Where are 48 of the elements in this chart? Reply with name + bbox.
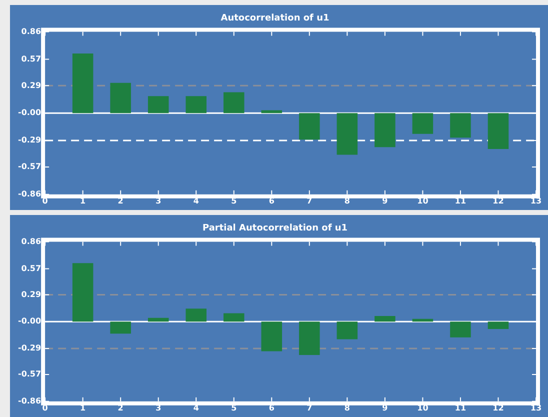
y-tick-label: 0.29	[21, 80, 42, 90]
bar	[148, 96, 169, 114]
bar	[299, 322, 320, 356]
x-tick-label: 6	[268, 196, 275, 206]
bar	[488, 113, 509, 150]
y-tick-label: -0.86	[18, 189, 42, 198]
x-tick-label: 9	[382, 196, 388, 206]
y-tick-label: -0.86	[18, 396, 42, 406]
x-tick-label: 10	[417, 403, 429, 412]
y-tick-label: -0.57	[18, 162, 42, 172]
y-tick-label: 0.57	[21, 54, 42, 64]
x-tick-label: 0	[42, 403, 48, 412]
bar	[374, 113, 396, 148]
y-tick-label: 0.29	[21, 290, 42, 299]
y-tick-label: 0.57	[21, 264, 42, 273]
x-tick-label: 0	[42, 196, 48, 206]
y-tick-label: -0.29	[18, 344, 42, 353]
x-tick-label: 6	[268, 403, 275, 412]
bar	[261, 322, 282, 352]
bar	[186, 96, 207, 114]
bar	[148, 318, 169, 322]
bar	[299, 113, 320, 140]
bar	[412, 113, 434, 134]
x-tick-label: 8	[344, 403, 350, 412]
bar	[488, 322, 509, 330]
bar	[186, 308, 207, 322]
chart-title: Autocorrelation of u1	[220, 14, 330, 24]
y-tick-label: -0.00	[18, 316, 42, 326]
bar	[223, 92, 244, 114]
bar	[450, 113, 471, 138]
bar	[110, 322, 131, 334]
bar	[110, 82, 131, 114]
x-tick-label: 8	[344, 196, 350, 206]
y-tick-label: 0.86	[21, 26, 42, 36]
y-tick-label: -0.29	[18, 136, 42, 145]
bar	[72, 263, 94, 322]
bar	[450, 322, 471, 338]
x-tick-label: 10	[417, 196, 429, 206]
bar	[336, 113, 358, 155]
bar	[223, 313, 244, 322]
y-tick-label: -0.00	[18, 108, 42, 118]
x-tick-label: 9	[382, 403, 388, 412]
y-tick-label: 0.86	[21, 236, 42, 246]
bar	[336, 322, 358, 340]
y-tick-label: -0.57	[18, 370, 42, 379]
bar	[72, 54, 94, 114]
bar	[374, 316, 396, 322]
chart-title: Partial Autocorrelation of u1	[202, 224, 348, 234]
